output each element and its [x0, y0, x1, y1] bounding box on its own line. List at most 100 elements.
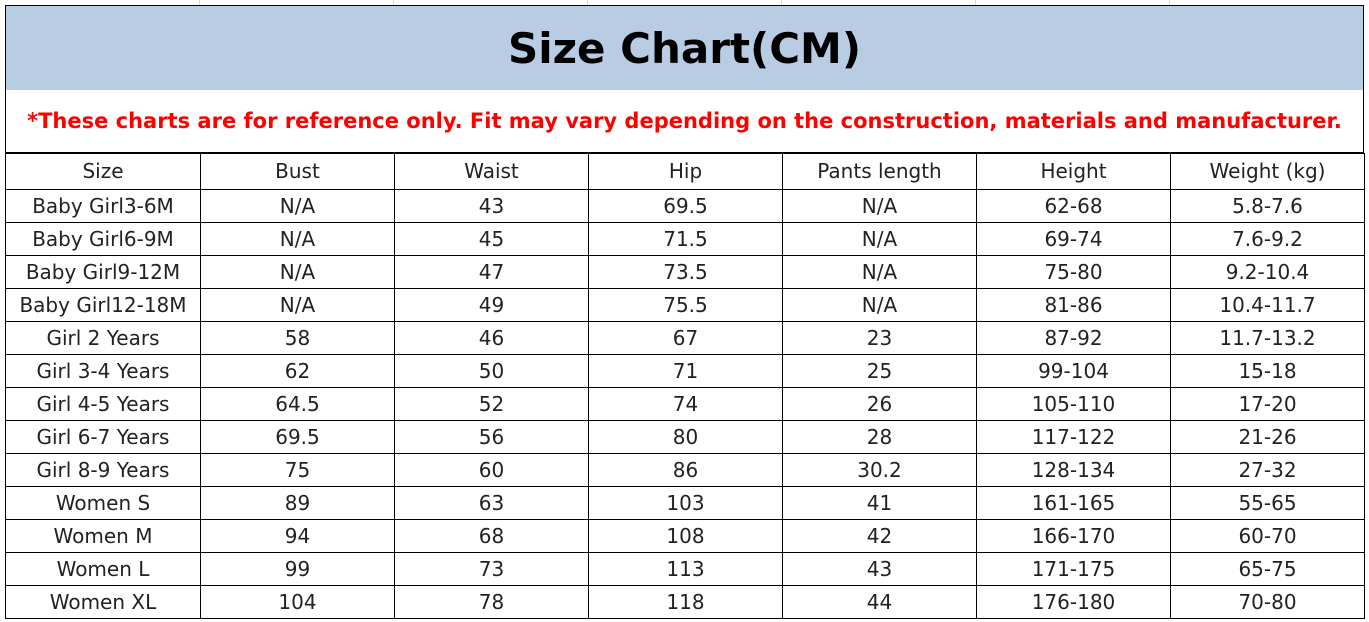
cell-hip: 86 [588, 453, 783, 487]
table-row: Women M 94 68 108 42 166-170 60-70 [5, 519, 1365, 553]
cell-hip: 103 [588, 486, 783, 520]
cell-pants-length: 30.2 [782, 453, 977, 487]
cell-pants-length: N/A [782, 255, 977, 289]
table-row: Women L 99 73 113 43 171-175 65-75 [5, 552, 1365, 586]
cell-weight: 27-32 [1170, 453, 1365, 487]
cell-waist: 49 [394, 288, 589, 322]
cell-hip: 71.5 [588, 222, 783, 256]
cell-waist: 73 [394, 552, 589, 586]
cell-size: Women L [5, 552, 201, 586]
cell-pants-length: 43 [782, 552, 977, 586]
cell-weight: 70-80 [1170, 585, 1365, 619]
cell-height: 75-80 [976, 255, 1171, 289]
table-row: Baby Girl12-18M N/A 49 75.5 N/A 81-86 10.4-11.… [5, 288, 1365, 322]
cell-bust: 62 [200, 354, 395, 388]
cell-height: 128-134 [976, 453, 1171, 487]
cell-size: Women S [5, 486, 201, 520]
cell-hip: 71 [588, 354, 783, 388]
table-row: Baby Girl6-9M N/A 45 71.5 N/A 69-74 7.6-9.2 [5, 222, 1365, 256]
cell-hip: 80 [588, 420, 783, 454]
cell-hip: 67 [588, 321, 783, 355]
cell-waist: 45 [394, 222, 589, 256]
cell-hip: 75.5 [588, 288, 783, 322]
cell-height: 176-180 [976, 585, 1171, 619]
cell-weight: 55-65 [1170, 486, 1365, 520]
cell-weight: 10.4-11.7 [1170, 288, 1365, 322]
cell-bust: N/A [200, 255, 395, 289]
cell-size: Girl 8-9 Years [5, 453, 201, 487]
cell-waist: 46 [394, 321, 589, 355]
cell-waist: 78 [394, 585, 589, 619]
table-row: Baby Girl3-6M N/A 43 69.5 N/A 62-68 5.8-7.6 [5, 189, 1365, 223]
cell-pants-length: 42 [782, 519, 977, 553]
cell-weight: 60-70 [1170, 519, 1365, 553]
cell-weight: 11.7-13.2 [1170, 321, 1365, 355]
cell-waist: 50 [394, 354, 589, 388]
cell-hip: 108 [588, 519, 783, 553]
cell-waist: 56 [394, 420, 589, 454]
cell-size: Baby Girl3-6M [5, 189, 201, 223]
table-row: Girl 2 Years 58 46 67 23 87-92 11.7-13.2 [5, 321, 1365, 355]
cell-height: 69-74 [976, 222, 1171, 256]
cell-weight: 7.6-9.2 [1170, 222, 1365, 256]
table-row: Girl 3-4 Years 62 50 71 25 99-104 15-18 [5, 354, 1365, 388]
cell-bust: 99 [200, 552, 395, 586]
cell-weight: 17-20 [1170, 387, 1365, 421]
cell-bust: 75 [200, 453, 395, 487]
size-table: Size Bust Waist Hip Pants length Height … [5, 153, 1365, 619]
table-row: Women XL 104 78 118 44 176-180 70-80 [5, 585, 1365, 619]
cell-weight: 21-26 [1170, 420, 1365, 454]
cell-bust: 69.5 [200, 420, 395, 454]
header-cell-waist: Waist [394, 153, 589, 190]
cell-height: 161-165 [976, 486, 1171, 520]
cell-weight: 9.2-10.4 [1170, 255, 1365, 289]
cell-bust: 58 [200, 321, 395, 355]
cell-weight: 5.8-7.6 [1170, 189, 1365, 223]
cell-size: Women XL [5, 585, 201, 619]
table-header-row: Size Bust Waist Hip Pants length Height … [5, 153, 1365, 190]
cell-pants-length: 44 [782, 585, 977, 619]
cell-pants-length: 23 [782, 321, 977, 355]
cell-pants-length: N/A [782, 189, 977, 223]
cell-bust: 89 [200, 486, 395, 520]
cell-bust: N/A [200, 189, 395, 223]
cell-size: Girl 4-5 Years [5, 387, 201, 421]
cell-size: Girl 2 Years [5, 321, 201, 355]
cell-bust: 94 [200, 519, 395, 553]
title-banner: Size Chart(CM) [5, 5, 1364, 91]
cell-height: 171-175 [976, 552, 1171, 586]
cell-height: 81-86 [976, 288, 1171, 322]
cell-height: 166-170 [976, 519, 1171, 553]
disclaimer-text: *These charts are for reference only. Fi… [27, 109, 1342, 133]
cell-waist: 63 [394, 486, 589, 520]
cell-waist: 60 [394, 453, 589, 487]
spreadsheet-gridlines [0, 0, 1369, 5]
table-row: Girl 8-9 Years 75 60 86 30.2 128-134 27-32 [5, 453, 1365, 487]
cell-hip: 118 [588, 585, 783, 619]
table-row: Girl 4-5 Years 64.5 52 74 26 105-110 17-20 [5, 387, 1365, 421]
cell-size: Baby Girl6-9M [5, 222, 201, 256]
cell-waist: 43 [394, 189, 589, 223]
page-title: Size Chart(CM) [507, 23, 862, 73]
cell-waist: 68 [394, 519, 589, 553]
cell-pants-length: 26 [782, 387, 977, 421]
header-cell-bust: Bust [200, 153, 395, 190]
cell-weight: 65-75 [1170, 552, 1365, 586]
header-cell-hip: Hip [588, 153, 783, 190]
cell-pants-length: 25 [782, 354, 977, 388]
cell-bust: 104 [200, 585, 395, 619]
header-cell-pants-length: Pants length [782, 153, 977, 190]
cell-height: 62-68 [976, 189, 1171, 223]
header-cell-size: Size [5, 153, 201, 190]
cell-height: 117-122 [976, 420, 1171, 454]
cell-height: 105-110 [976, 387, 1171, 421]
cell-size: Girl 6-7 Years [5, 420, 201, 454]
table-row: Girl 6-7 Years 69.5 56 80 28 117-122 21-26 [5, 420, 1365, 454]
table-row: Baby Girl9-12M N/A 47 73.5 N/A 75-80 9.2-10.4 [5, 255, 1365, 289]
cell-pants-length: 41 [782, 486, 977, 520]
cell-pants-length: 28 [782, 420, 977, 454]
cell-waist: 52 [394, 387, 589, 421]
cell-weight: 15-18 [1170, 354, 1365, 388]
cell-size: Baby Girl12-18M [5, 288, 201, 322]
